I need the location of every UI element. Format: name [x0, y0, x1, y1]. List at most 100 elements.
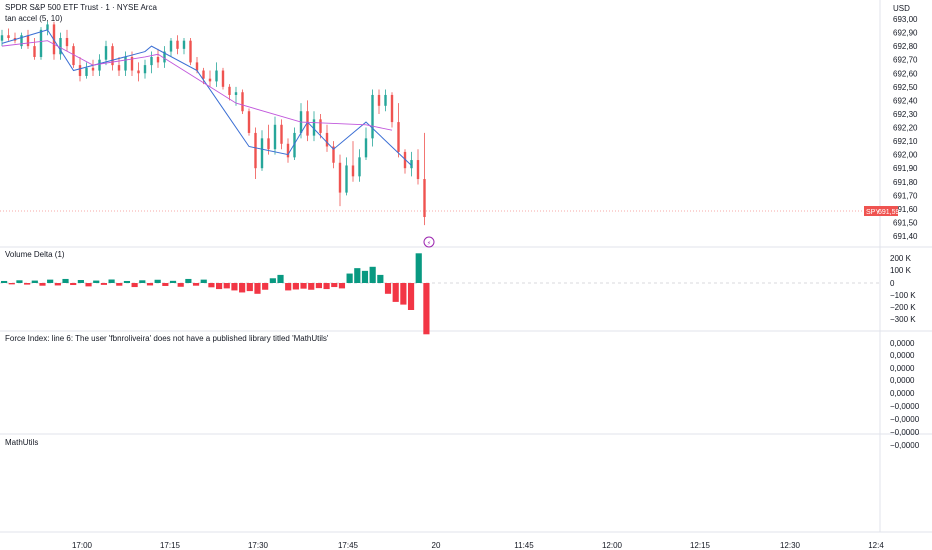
volume-delta-bar	[16, 280, 23, 283]
volume-delta-bar	[239, 283, 246, 293]
volume-delta-bar	[131, 283, 138, 288]
volume-delta-bar	[108, 279, 115, 283]
candle	[280, 119, 283, 150]
volume-delta-bar	[85, 283, 92, 287]
volume-delta-bar	[54, 283, 61, 286]
time-tick-label: 20	[432, 541, 441, 550]
candle-body	[176, 40, 179, 49]
candle-body	[85, 67, 88, 76]
candle	[91, 59, 95, 76]
force-pane-title[interactable]: Force Index: line 6: The user 'fbnrolive…	[5, 334, 329, 343]
volume-tick-label: −200 K	[890, 303, 916, 312]
candle	[156, 48, 160, 68]
price-tick-label: 692,70	[893, 56, 918, 65]
candle	[221, 67, 225, 90]
candle-body	[111, 46, 114, 66]
volume-delta-bar	[116, 283, 123, 286]
candle	[254, 127, 257, 180]
candle	[163, 46, 166, 68]
candle-body	[215, 70, 218, 82]
volume-delta-bar	[285, 283, 292, 291]
price-tag-symbol: SPY	[866, 209, 880, 216]
candle-body	[260, 138, 264, 169]
candle	[286, 138, 290, 163]
candle-body	[195, 62, 199, 71]
candle	[358, 149, 361, 182]
candle-body	[358, 157, 361, 177]
candle-body	[7, 35, 10, 38]
price-tick-label: 691,50	[893, 218, 918, 227]
force-tick-label: −0,0000	[890, 441, 920, 450]
time-tick-label: 12:30	[780, 541, 801, 550]
volume-pane-title[interactable]: Volume Delta (1)	[5, 250, 65, 259]
candle	[416, 149, 420, 185]
candles	[0, 21, 426, 226]
candle-body	[345, 165, 348, 193]
force-tick-label: 0,0000	[890, 351, 915, 360]
candle-body	[137, 70, 140, 74]
volume-delta-bar	[39, 283, 46, 286]
overlays	[1, 29, 412, 166]
price-tick-label: 692,80	[893, 42, 918, 51]
candle	[104, 40, 108, 66]
candle	[403, 149, 407, 174]
candle-body	[312, 119, 316, 136]
volume-delta-bar	[407, 283, 415, 310]
candle	[241, 89, 244, 114]
candle	[20, 32, 23, 49]
candle-body	[156, 56, 160, 63]
candle	[306, 100, 309, 142]
candle-body	[397, 122, 400, 152]
price-tick-label: 692,90	[893, 29, 918, 38]
candle	[130, 51, 134, 76]
price-tick-label: 691,40	[893, 232, 918, 241]
candle-body	[98, 59, 101, 71]
time-tick-label: 12:4	[868, 541, 884, 550]
volume-delta-bar	[246, 283, 253, 292]
time-tick-label: 17:30	[248, 541, 269, 550]
mathutils-pane-title[interactable]: MathUtils	[5, 438, 39, 447]
indicator-title[interactable]: tan accel (5, 10)	[5, 14, 63, 23]
price-tick-label: 692,50	[893, 83, 918, 92]
candle-body	[254, 132, 257, 169]
volume-tick-label: −300 K	[890, 315, 916, 324]
candle	[267, 124, 270, 155]
candle	[351, 141, 355, 182]
volume-tick-label: 0	[890, 279, 895, 288]
time-axis: 17:00 17:15 17:30 17:45 20 11:45 12:00 12:15 12:…	[72, 541, 884, 550]
volume-delta-bar	[323, 283, 330, 290]
currency-label: USD	[893, 4, 910, 13]
time-tick-label: 12:15	[690, 541, 711, 550]
candle	[260, 130, 264, 171]
price-tick-label: 692,10	[893, 137, 918, 146]
price-tick-label: 693,00	[893, 15, 918, 24]
price-tick-label: 692,40	[893, 96, 918, 105]
volume-delta-bar	[392, 283, 399, 302]
candle-body	[72, 46, 75, 66]
event-marker[interactable]: ⚡	[423, 236, 435, 248]
candle	[150, 51, 153, 74]
price-tick-label: 691,90	[893, 164, 918, 173]
candle	[111, 43, 114, 71]
candle-body	[364, 138, 368, 158]
last-price-tag: SPY 691,59	[864, 206, 900, 216]
candle-body	[124, 56, 127, 71]
volume-delta-bar	[192, 283, 200, 286]
candle	[59, 32, 62, 60]
candle-body	[416, 160, 420, 180]
volume-delta-bar	[200, 279, 207, 283]
volume-delta-bar	[154, 279, 161, 283]
force-tick-label: −0,0000	[890, 402, 920, 411]
candle-body	[423, 179, 426, 218]
candle	[228, 84, 231, 101]
candle-body	[117, 65, 121, 71]
symbol-title[interactable]: SPDR S&P 500 ETF Trust · 1 · NYSE Arca	[5, 3, 157, 12]
price-tick-label: 691,70	[893, 191, 918, 200]
price-tag-value: 691,59	[878, 209, 900, 216]
candle-body	[65, 37, 69, 47]
candle-body	[234, 92, 238, 95]
candle-body	[189, 40, 192, 63]
volume-delta-bar	[208, 283, 215, 288]
volume-delta-bar	[93, 280, 100, 283]
